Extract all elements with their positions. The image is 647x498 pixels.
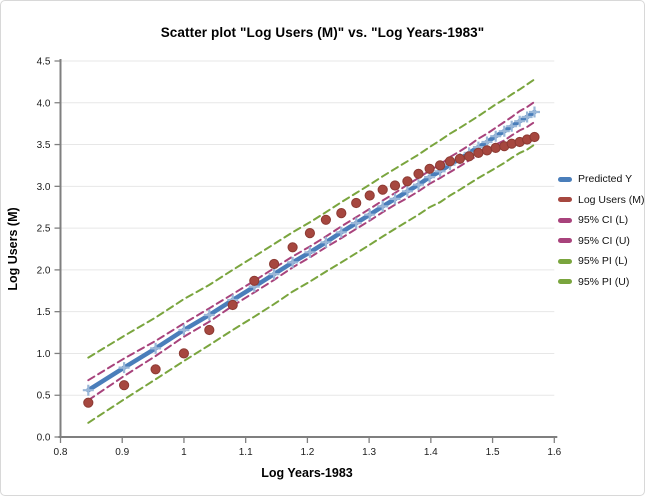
plus-marker <box>413 179 424 191</box>
data-point <box>204 324 215 336</box>
plus-marker <box>178 324 190 336</box>
plus-marker <box>364 209 376 221</box>
plus-marker <box>529 106 540 118</box>
y-tick-label: 3.5 <box>37 140 51 151</box>
plus-marker <box>521 111 533 123</box>
pi-lower-line <box>87 143 536 424</box>
data-point <box>83 397 94 408</box>
data-point <box>364 190 375 201</box>
data-point <box>178 348 189 359</box>
plus-marker <box>304 246 316 258</box>
data-point <box>464 151 475 162</box>
data-point <box>435 160 446 171</box>
plus-marker <box>514 115 526 127</box>
chart-title: Scatter plot "Log Users (M)" vs. "Log Ye… <box>160 25 485 40</box>
data-point <box>150 364 161 375</box>
plus-marker <box>320 236 332 248</box>
data-point <box>249 275 260 286</box>
legend-swatch <box>558 238 572 243</box>
data-point <box>444 156 456 167</box>
y-tick-label: 0.0 <box>37 433 51 444</box>
data-point <box>320 214 331 225</box>
data-point <box>119 380 130 391</box>
data-point <box>351 197 362 209</box>
legend-item-95-pi-u: 95% PI (U) <box>558 275 644 288</box>
legend-label: 95% PI (L) <box>578 255 628 267</box>
legend-swatch <box>558 217 572 223</box>
plus-marker <box>268 268 280 280</box>
legend-label: 95% CI (L) <box>578 214 629 226</box>
legend-swatch <box>558 176 572 182</box>
legend-item-95-pi-l: 95% PI (L) <box>558 255 644 267</box>
data-point <box>377 184 388 195</box>
plus-marker <box>389 193 401 205</box>
x-tick-label: 1.6 <box>547 447 561 458</box>
pi-upper-line <box>87 78 536 359</box>
data-point <box>287 242 298 253</box>
data-point <box>481 145 493 156</box>
legend: Predicted Y Log Users (M) 95% CI (L) 95% CI… <box>558 173 645 288</box>
plus-marker <box>506 120 518 132</box>
legend-swatch <box>558 258 572 264</box>
plus-marker <box>118 362 130 374</box>
plus-marker <box>82 384 94 396</box>
data-point <box>402 176 413 187</box>
legend-label: 95% PI (U) <box>578 275 630 288</box>
data-point <box>389 180 401 191</box>
x-tick-label: 0.9 <box>115 447 129 458</box>
x-tick-label: 1.1 <box>239 447 253 458</box>
legend-label: Predicted Y <box>578 173 633 185</box>
legend-label: 95% CI (U) <box>578 234 630 247</box>
plus-marker <box>490 130 502 142</box>
y-tick-label: 3.0 <box>37 182 51 193</box>
data-point <box>269 258 280 270</box>
data-point <box>227 299 238 311</box>
data-point <box>413 168 424 179</box>
legend-swatch <box>558 197 572 202</box>
y-tick-label: 4.5 <box>37 57 51 68</box>
plus-marker <box>287 256 299 268</box>
x-tick-label: 1.2 <box>300 447 314 458</box>
data-point <box>529 131 540 143</box>
ci-lower-line <box>87 121 536 402</box>
legend-item-predicted-y: Predicted Y <box>558 173 644 185</box>
ci-upper-line <box>87 100 536 382</box>
plus-marker <box>498 125 510 137</box>
x-axis-title: Log Years-1983 <box>261 466 353 480</box>
data-point <box>473 147 484 158</box>
plus-marker <box>350 217 362 229</box>
x-tick-label: 1 <box>181 447 187 458</box>
x-tick-label: 1.4 <box>424 447 438 458</box>
y-tick-label: 2.0 <box>37 265 51 276</box>
y-tick-label: 4.0 <box>37 98 51 109</box>
plus-marker <box>401 185 413 197</box>
data-point <box>424 163 435 174</box>
plus-marker <box>377 200 389 212</box>
legend-swatch <box>558 279 572 284</box>
data-point <box>304 228 315 239</box>
x-tick-label: 1.5 <box>486 447 500 458</box>
y-tick-label: 1.5 <box>37 307 51 318</box>
data-point <box>336 208 347 219</box>
plus-marker <box>203 309 215 321</box>
legend-item-95-ci-u: 95% CI (U) <box>558 234 644 247</box>
legend-item-95-ci-l: 95% CI (L) <box>558 214 644 226</box>
x-tick-label: 0.8 <box>54 447 68 458</box>
data-point <box>490 142 501 153</box>
y-tick-label: 0.5 <box>37 391 51 402</box>
y-tick-label: 1.0 <box>37 349 51 360</box>
plus-marker <box>335 226 347 238</box>
legend-item-log-users-m: Log Users (M) <box>558 193 645 206</box>
x-tick-label: 1.3 <box>362 447 376 458</box>
plus-marker <box>150 342 162 354</box>
y-tick-label: 2.5 <box>37 224 51 235</box>
legend-label: Log Users (M) <box>578 193 645 206</box>
data-point <box>454 153 465 164</box>
